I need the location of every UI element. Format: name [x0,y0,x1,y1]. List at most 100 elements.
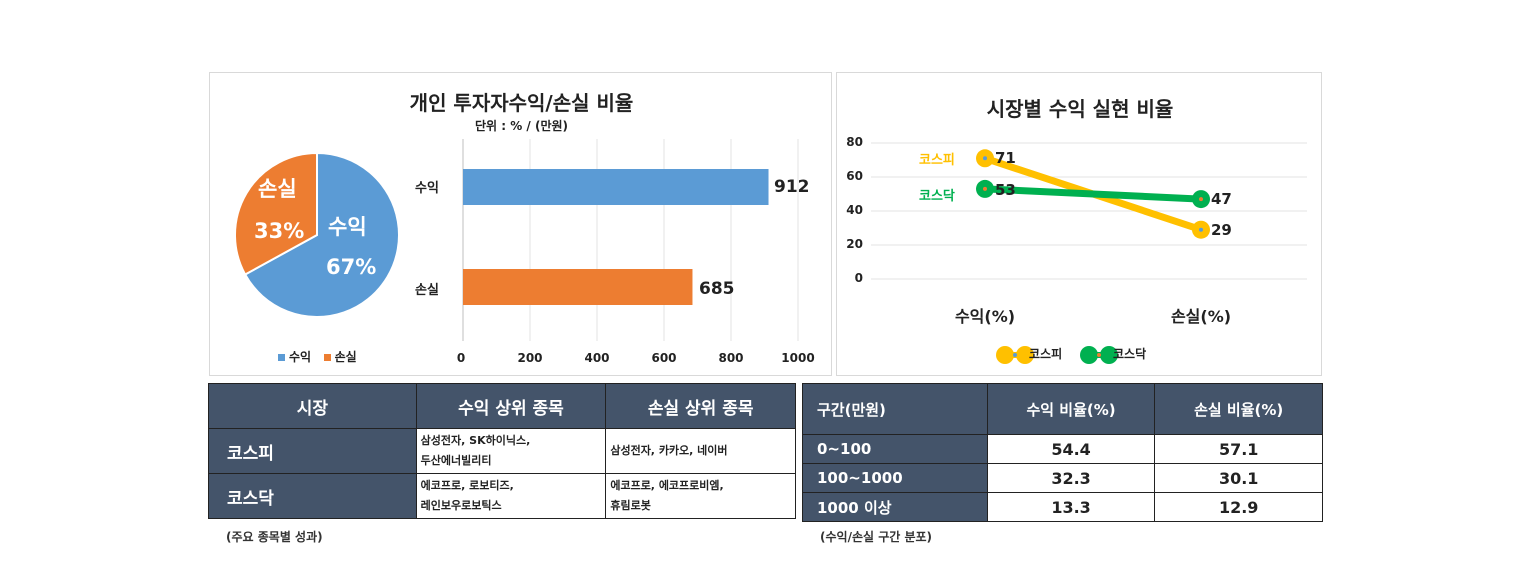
y-tick: 80 [846,135,863,149]
gain-ratio-cell: 13.3 [986,492,1156,522]
chart-subtitle: 단위 : % / (만원) [474,119,569,133]
loss-ratio-cell: 12.9 [1154,492,1323,522]
gain-stocks-cell: 삼성전자, SK하이닉스, 두산에너빌리티 [415,428,607,474]
range-cell: 1000 이상 [802,492,988,522]
x-tick: 1000 [781,351,815,365]
data-point-center [983,186,987,191]
data-point-center [1199,197,1203,202]
legend-swatch-loss [323,354,331,361]
legend-loss: 손실 [334,350,357,364]
pie-slice [234,151,318,276]
line-gridlines [871,142,1307,280]
data-point-center [1199,227,1203,232]
table-header-row: 시장 수익 상위 종목 손실 상위 종목 [208,383,796,429]
legend-swatch-gain [278,354,285,361]
data-label-kosdaq-1: 53 [995,181,1016,199]
legend-kosdaq: 코스닥 [1113,347,1147,361]
table-header-row: 구간(만원) 수익 비율(%) 손실 비율(%) [802,383,1323,435]
pie-chart [234,151,400,318]
y-tick: 40 [846,203,863,217]
x-tick: 200 [517,351,543,365]
bar-chart [462,139,799,341]
line-chart-title: 시장별 수익 실현 비율 [986,97,1174,121]
data-label-kosdaq-2: 47 [1211,190,1232,208]
x-category: 수익(%) [954,307,1016,326]
y-tick: 20 [846,237,863,251]
x-tick: 800 [718,351,744,365]
pie-loss-pct: 33% [254,219,305,243]
gain-ratio-cell: 54.4 [986,434,1156,464]
bar-gain [463,169,769,205]
line-chart-svg [871,142,1307,364]
data-label-kospi-2: 29 [1211,221,1232,239]
top-stocks-table: 시장 수익 상위 종목 손실 상위 종목 코스피 삼성전자, SK하이닉스, 두산… [208,383,796,519]
loss-ratio-cell: 57.1 [1154,434,1323,464]
stock-line: 삼성전자, SK하이닉스, [420,434,531,447]
y-tick: 60 [846,169,863,183]
legend-marker [1016,346,1034,364]
investor-ratio-panel: 개인 투자자수익/손실 비율 단위 : % / (만원) 수익 67% 손실 3… [209,72,832,376]
pie-bar-svg [234,139,799,341]
legend-marker-center [1013,353,1017,357]
pie-slice [243,151,400,318]
bar-loss [463,269,693,305]
pie-gain-label: 수익 [328,215,367,239]
header-range: 구간(만원) [802,383,988,435]
legend-marker [1080,346,1098,364]
table2-caption: (수익/손실 구간 분포) [820,530,933,544]
legend-marker-center [1097,353,1101,357]
bar-cat-gain: 수익 [415,181,439,196]
stock-line: 휴림로봇 [610,499,651,512]
data-label-kospi-1: 71 [995,149,1016,167]
table1-caption: (주요 종목별 성과) [226,530,323,544]
table-row: 코스피 삼성전자, SK하이닉스, 두산에너빌리티 삼성전자, 카카오, 네이버 [208,428,796,474]
bar-cat-loss: 손실 [415,283,439,298]
x-tick: 600 [651,351,677,365]
gain-ratio-cell: 32.3 [986,463,1156,493]
market-ratio-panel: 시장별 수익 실현 비율 80 60 40 20 0 수익(%) 손실(%) 코… [836,72,1322,376]
gain-stocks-cell: 에코프로, 로보티즈, 레인보우로보틱스 [415,473,607,519]
stock-line: 레인보우로보틱스 [420,499,502,512]
range-cell: 0~100 [802,434,988,464]
legend-marker [996,346,1014,364]
header-gain-top: 수익 상위 종목 [415,383,607,429]
header-gain-ratio: 수익 비율(%) [986,383,1156,435]
market-cell: 코스닥 [208,473,417,519]
legend-gain: 수익 [289,350,312,364]
loss-stocks-cell: 에코프로, 에코프로비엠, 휴림로봇 [605,473,796,519]
line-legend-markers [996,346,1118,364]
y-tick: 0 [854,271,863,285]
table-row: 1000 이상 13.3 12.9 [802,492,1323,522]
loss-ratio-cell: 30.1 [1154,463,1323,493]
data-point-center [983,156,987,161]
x-tick: 0 [456,351,466,365]
series-label-kosdaq: 코스닥 [919,189,955,204]
bar-value-loss: 685 [699,279,735,299]
range-distribution-table: 구간(만원) 수익 비율(%) 손실 비율(%) 0~100 54.4 57.1… [802,383,1323,522]
table-row: 100~1000 32.3 30.1 [802,463,1323,493]
header-loss-ratio: 손실 비율(%) [1154,383,1323,435]
pie-legend: 수익 손실 [278,348,357,365]
header-market: 시장 [208,383,417,429]
range-cell: 100~1000 [802,463,988,493]
stock-line: 에코프로, 에코프로비엠, [610,479,724,492]
table-row: 0~100 54.4 57.1 [802,434,1323,464]
series-label-kospi: 코스피 [919,153,955,168]
stock-line: 삼성전자, 카카오, 네이버 [610,444,728,457]
pie-gain-pct: 67% [326,255,377,279]
x-category: 손실(%) [1170,307,1232,326]
line-series [976,149,1210,239]
header-loss-top: 손실 상위 종목 [605,383,796,429]
line-코스닥 [981,185,1205,203]
stock-line: 두산에너빌리티 [420,454,492,467]
table-row: 코스닥 에코프로, 로보티즈, 레인보우로보틱스 에코프로, 에코프로비엠, 휴림로… [208,473,796,519]
pie-loss-label: 손실 [258,177,297,201]
chart-title: 개인 투자자수익/손실 비율 [409,91,634,115]
legend-kospi: 코스피 [1029,347,1063,361]
loss-stocks-cell: 삼성전자, 카카오, 네이버 [605,428,796,474]
bar-value-gain: 912 [774,177,810,197]
legend-marker [1100,346,1118,364]
market-cell: 코스피 [208,428,417,474]
x-tick: 400 [584,351,610,365]
stock-line: 에코프로, 로보티즈, [420,479,514,492]
